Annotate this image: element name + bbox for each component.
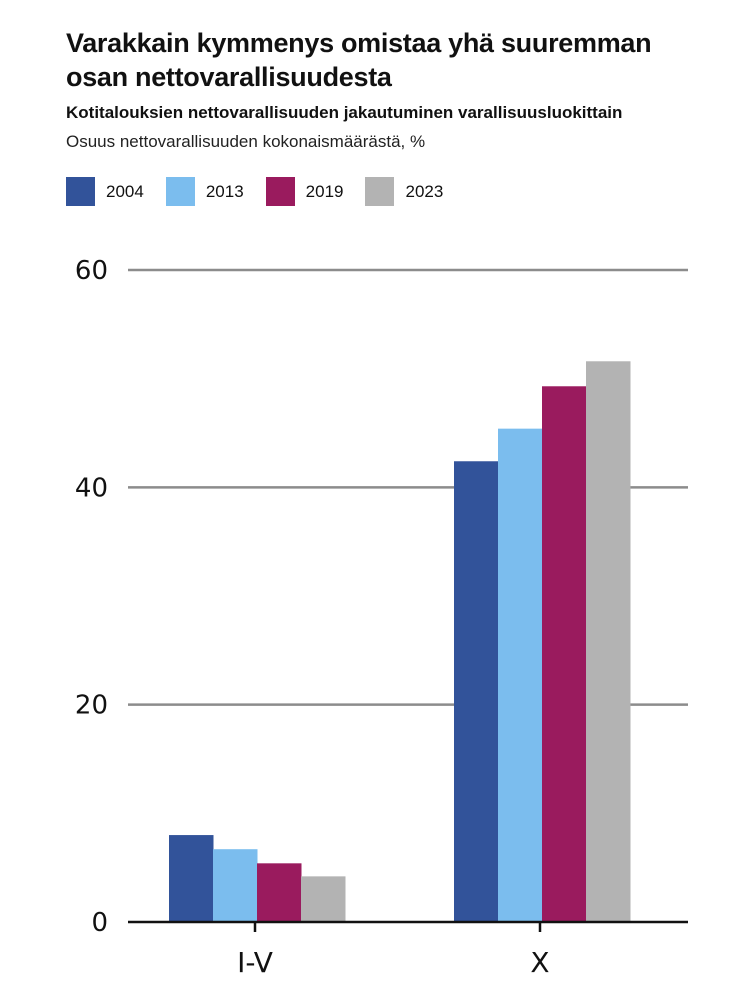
legend-swatch-2019 — [265, 177, 295, 206]
chart-subtitle: Kotitalouksien nettovarallisuuden jakaut… — [66, 103, 623, 122]
bar-X-2019 — [542, 386, 587, 923]
legend-label-2004: 2004 — [106, 181, 144, 201]
bar-I-V-2013 — [213, 849, 258, 922]
bar-I-V-2023 — [301, 876, 346, 922]
y-tick-label: 40 — [75, 473, 108, 503]
y-tick-label: 20 — [75, 691, 108, 721]
unit-note: Osuus nettovarallisuuden kokonaismääräst… — [66, 132, 426, 151]
legend-item-2013: 2013 — [165, 177, 244, 206]
y-tick-label: 0 — [91, 908, 108, 938]
bar-I-V-2019 — [257, 863, 302, 922]
legend-item-2004: 2004 — [66, 177, 144, 206]
x-tick-label: X — [530, 946, 549, 979]
bar-I-V-2004 — [169, 835, 214, 922]
bars — [169, 361, 631, 923]
bar-X-2013 — [498, 428, 543, 922]
legend: 2004 2013 2019 2023 — [66, 177, 465, 206]
legend-swatch-2004 — [66, 177, 95, 206]
legend-label-2023: 2023 — [405, 181, 444, 201]
chart-title: Varakkain kymmenys omistaa yhä suuremman… — [66, 28, 652, 92]
bar-X-2004 — [454, 461, 499, 922]
x-axis: I-V X — [128, 920, 688, 979]
x-tick-label: I-V — [237, 946, 273, 979]
legend-label-2013: 2013 — [205, 181, 244, 201]
legend-swatch-2023 — [365, 177, 395, 206]
bar-X-2023 — [586, 361, 631, 922]
legend-label-2019: 2019 — [305, 181, 344, 201]
legend-item-2019: 2019 — [265, 177, 344, 206]
legend-item-2023: 2023 — [365, 177, 443, 206]
y-tick-label: 60 — [75, 256, 108, 286]
legend-swatch-2013 — [165, 177, 195, 206]
